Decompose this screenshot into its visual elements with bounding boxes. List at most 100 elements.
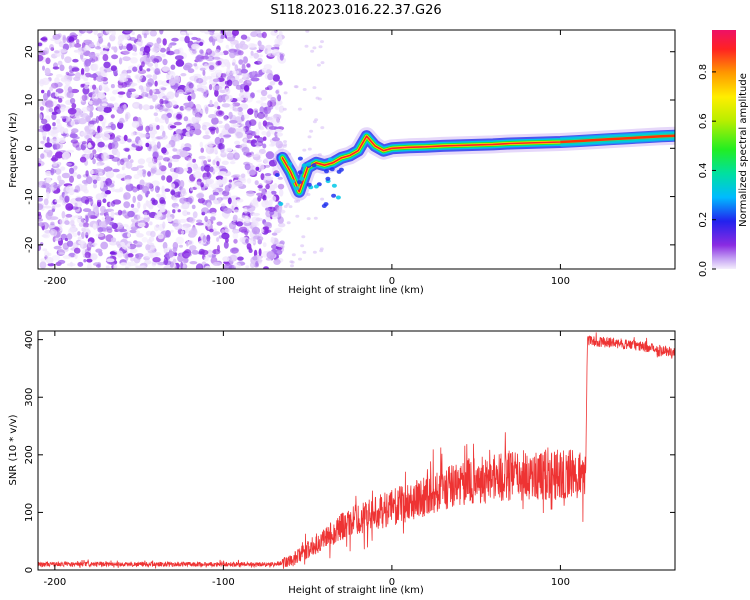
noise-speckle bbox=[228, 221, 237, 230]
noise-speckle bbox=[257, 233, 262, 237]
noise-speckle bbox=[199, 30, 206, 33]
noise-speckle bbox=[283, 205, 288, 208]
noise-speckle bbox=[174, 55, 184, 61]
noise-speckle bbox=[184, 85, 194, 93]
noise-speckle bbox=[297, 107, 302, 111]
noise-speckle bbox=[224, 87, 231, 95]
noise-speckle bbox=[110, 123, 116, 131]
noise-speckle bbox=[107, 182, 115, 188]
noise-speckle bbox=[187, 95, 192, 102]
noise-speckle bbox=[98, 91, 106, 100]
noise-speckle bbox=[198, 155, 206, 160]
noise-speckle bbox=[92, 99, 100, 106]
noise-speckle bbox=[155, 252, 161, 256]
noise-speckle bbox=[41, 77, 50, 86]
x-tick-label: 100 bbox=[551, 276, 570, 287]
signal-blob bbox=[299, 176, 305, 181]
noise-speckle bbox=[243, 114, 250, 119]
noise-speckle bbox=[318, 45, 323, 49]
noise-speckle bbox=[246, 79, 252, 84]
noise-speckle bbox=[192, 87, 198, 92]
noise-speckle bbox=[163, 157, 170, 162]
noise-speckle bbox=[226, 66, 231, 74]
noise-speckle bbox=[43, 205, 52, 209]
snr-panel: -200 -100 0 100 0 100 200 300 400 Height of stra… bbox=[8, 330, 676, 596]
noise-speckle bbox=[133, 103, 138, 108]
noise-speckle bbox=[249, 237, 254, 241]
noise-speckle bbox=[235, 97, 244, 101]
noise-speckle bbox=[260, 126, 264, 130]
noise-speckle bbox=[135, 253, 139, 259]
noise-speckle bbox=[104, 190, 111, 195]
spectrogram-xlabel: Height of straight line (km) bbox=[288, 285, 424, 296]
noise-speckle bbox=[106, 258, 115, 263]
noise-speckle bbox=[204, 216, 208, 222]
noise-speckle bbox=[137, 194, 143, 202]
noise-speckle bbox=[180, 204, 190, 210]
noise-speckle bbox=[38, 158, 42, 164]
noise-speckle bbox=[221, 128, 228, 136]
noise-speckle bbox=[273, 183, 278, 189]
noise-speckle bbox=[44, 142, 53, 148]
noise-speckle bbox=[88, 120, 97, 125]
noise-speckle bbox=[210, 212, 217, 217]
noise-speckle bbox=[101, 133, 111, 141]
noise-speckle bbox=[196, 54, 203, 62]
noise-speckle bbox=[98, 251, 103, 257]
noise-speckle bbox=[244, 163, 251, 171]
noise-speckle bbox=[250, 199, 259, 207]
noise-speckle bbox=[278, 105, 285, 113]
noise-speckle bbox=[103, 107, 112, 113]
noise-speckle bbox=[46, 153, 52, 158]
noise-speckle bbox=[227, 127, 236, 134]
noise-speckle bbox=[74, 185, 81, 193]
noise-speckle bbox=[243, 138, 248, 146]
noise-speckle bbox=[152, 58, 160, 64]
noise-speckle bbox=[160, 87, 167, 91]
noise-speckle bbox=[172, 158, 179, 163]
noise-speckle bbox=[232, 102, 241, 107]
noise-speckle bbox=[96, 125, 103, 133]
noise-speckle bbox=[253, 52, 259, 59]
signal-ridge bbox=[273, 126, 675, 208]
noise-speckle bbox=[108, 142, 113, 150]
noise-speckle bbox=[267, 94, 273, 99]
noise-speckle bbox=[225, 237, 229, 243]
noise-speckle bbox=[237, 256, 244, 261]
noise-speckle bbox=[149, 132, 155, 139]
noise-speckle bbox=[80, 109, 86, 114]
noise-speckle bbox=[217, 38, 224, 43]
noise-speckle bbox=[173, 263, 177, 269]
noise-speckle bbox=[63, 127, 69, 134]
noise-speckle bbox=[130, 166, 139, 171]
noise-speckle bbox=[80, 95, 86, 103]
colorbar: 0.0 0.2 0.4 0.6 0.8 Normalized spectral ampl… bbox=[698, 30, 749, 277]
noise-speckle bbox=[256, 236, 264, 242]
noise-speckle bbox=[97, 125, 101, 133]
noise-speckle bbox=[163, 265, 172, 269]
noise-speckle bbox=[52, 33, 61, 40]
noise-speckle bbox=[52, 100, 58, 107]
noise-speckle bbox=[138, 103, 143, 110]
noise-speckle bbox=[112, 168, 120, 173]
noise-speckle bbox=[257, 195, 262, 202]
noise-speckle bbox=[153, 144, 158, 152]
noise-speckle bbox=[201, 211, 206, 216]
noise-speckle bbox=[134, 46, 137, 52]
noise-speckle bbox=[54, 151, 64, 159]
noise-speckle bbox=[84, 81, 90, 86]
noise-speckle bbox=[249, 119, 257, 126]
noise-speckle bbox=[268, 116, 273, 123]
noise-speckle bbox=[134, 263, 138, 267]
noise-speckle bbox=[105, 171, 115, 179]
noise-speckle bbox=[243, 85, 250, 92]
noise-speckle bbox=[277, 176, 283, 180]
signal-blob bbox=[313, 184, 319, 189]
noise-speckle bbox=[193, 171, 202, 179]
noise-speckle bbox=[84, 66, 90, 73]
noise-speckle bbox=[255, 100, 264, 104]
noise-speckle bbox=[196, 37, 201, 42]
noise-speckle bbox=[157, 211, 162, 217]
signal-blob bbox=[331, 183, 337, 188]
